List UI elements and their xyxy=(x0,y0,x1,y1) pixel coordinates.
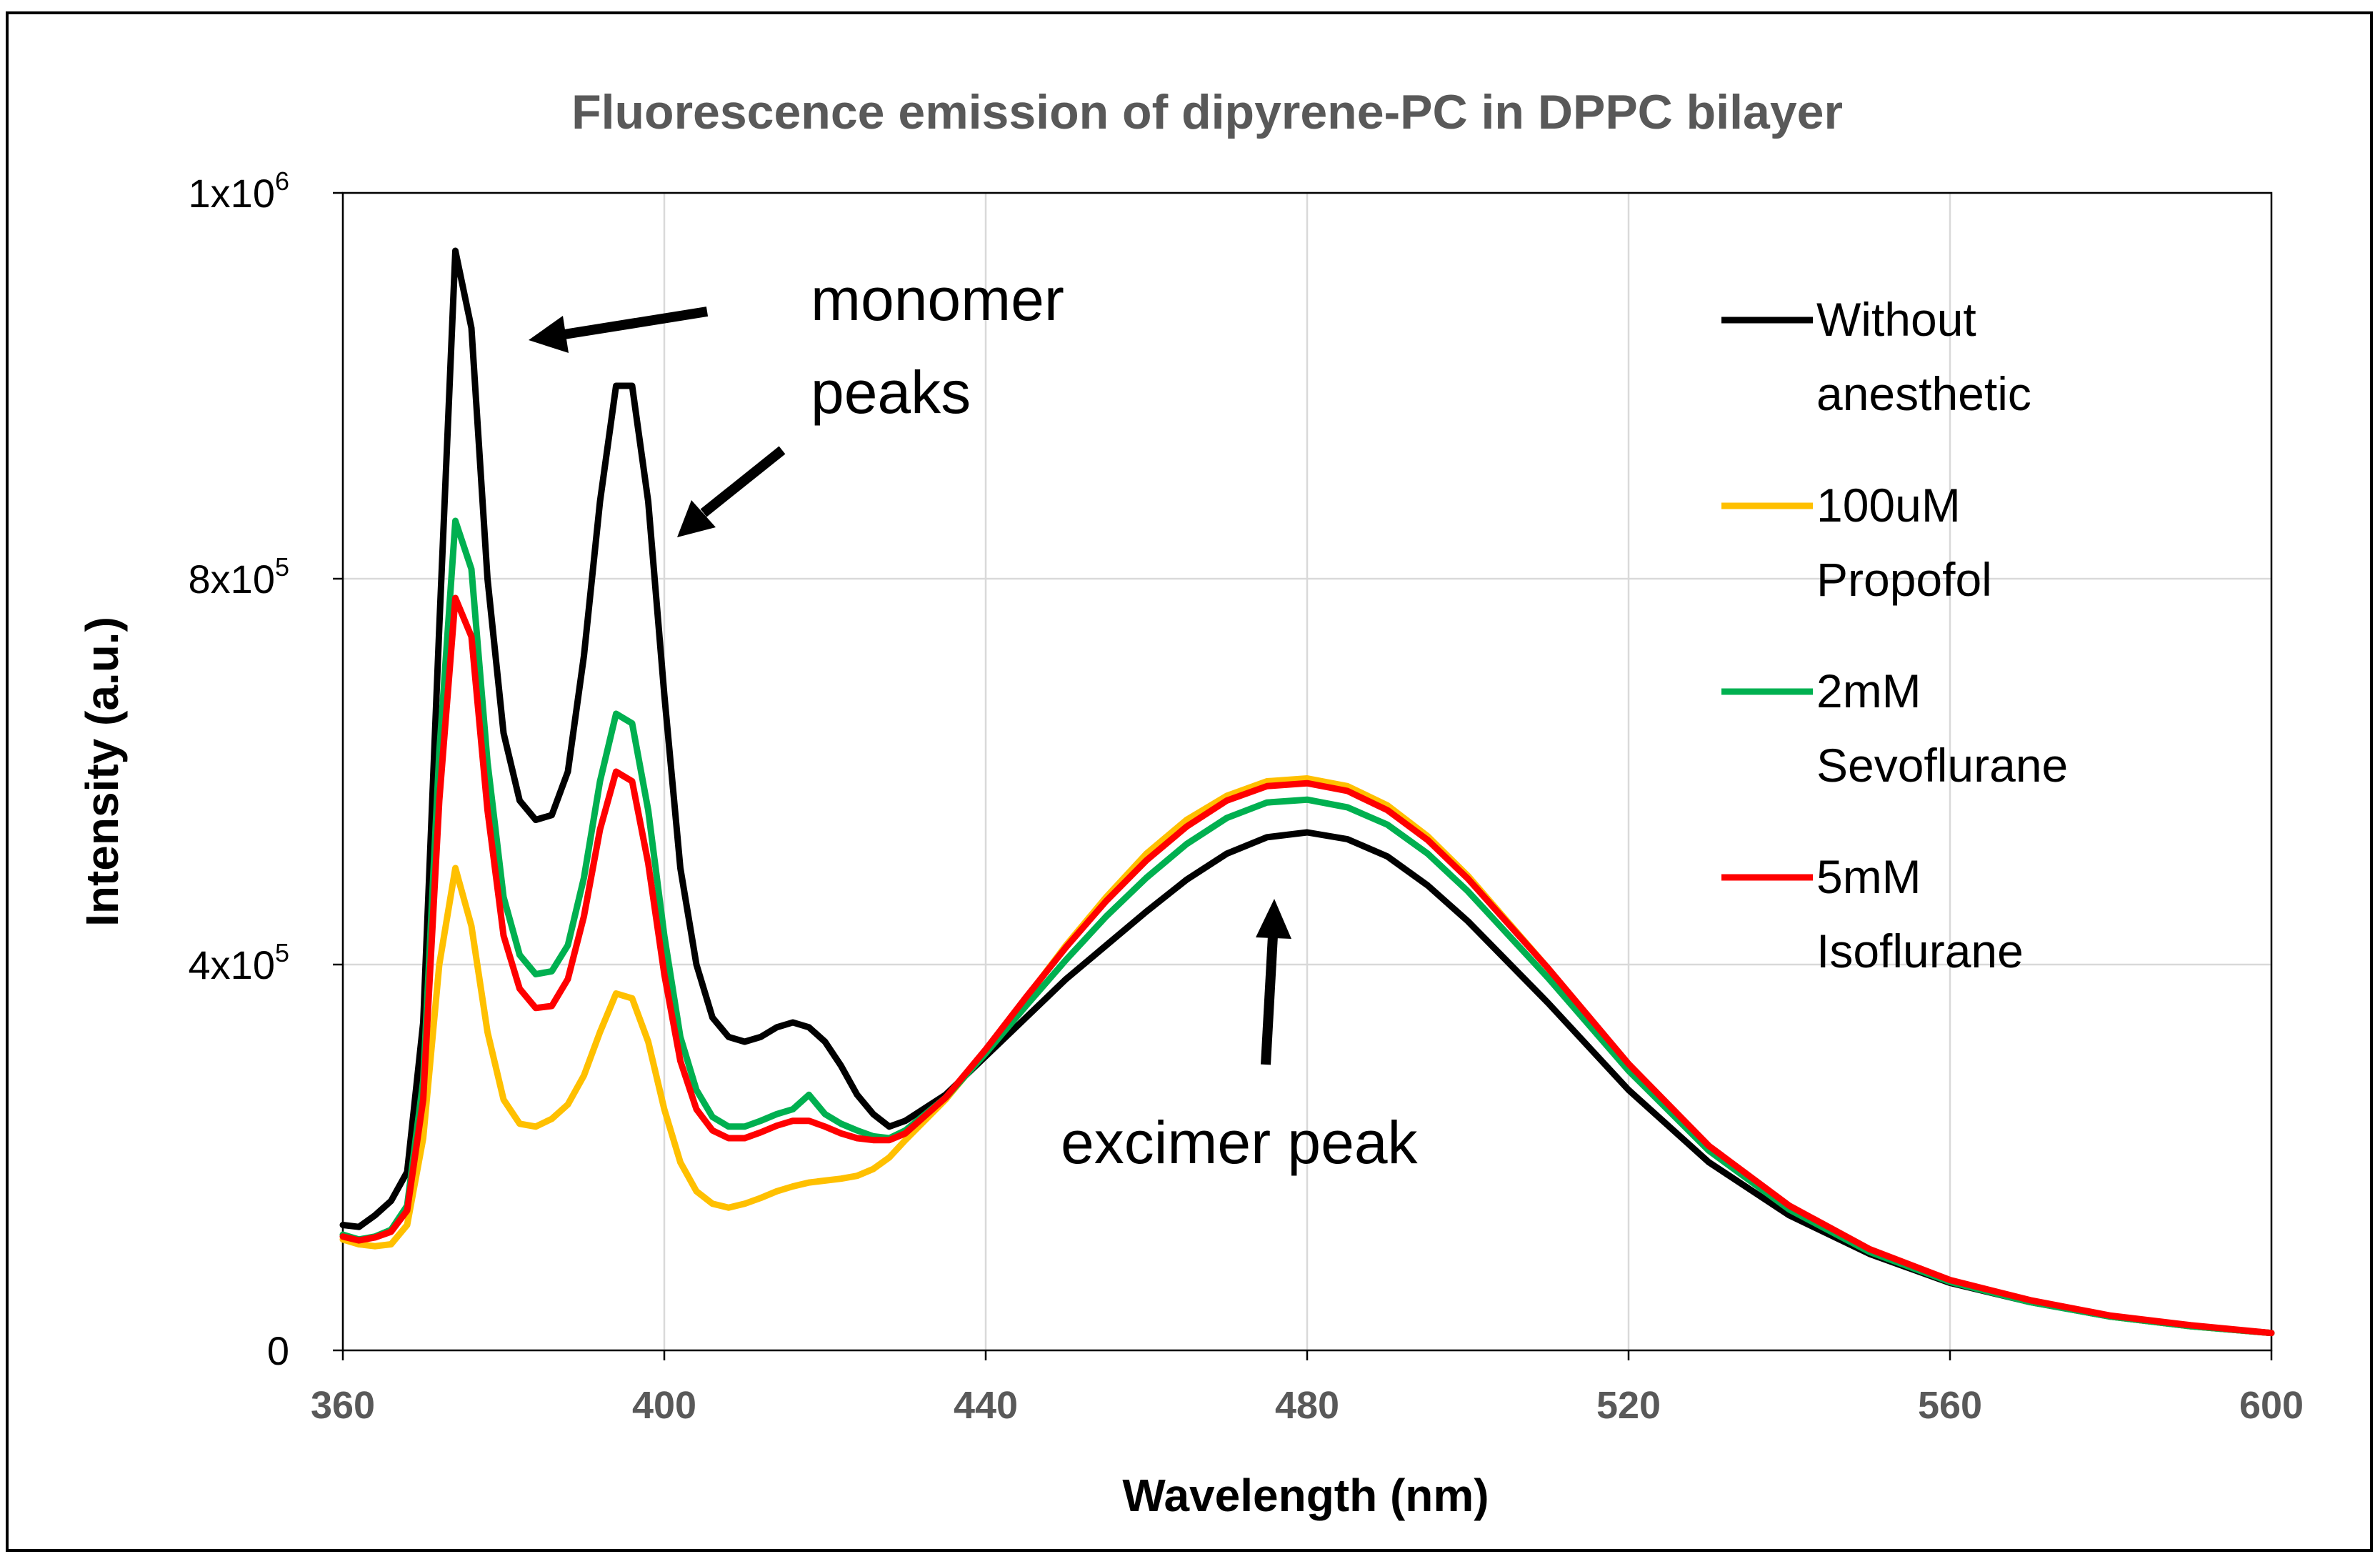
legend-label-line2: Isoflurane xyxy=(1816,925,2024,977)
monomer-arrow-2 xyxy=(700,446,786,517)
x-axis-label: Wavelength (nm) xyxy=(1122,1470,1489,1521)
x-axis: 360 400 440 480 520 560 600 xyxy=(311,1350,2304,1427)
monomer-arrow-1 xyxy=(563,307,709,339)
monomer-arrow-2-head xyxy=(677,500,716,537)
monomer-label-line1: monomer xyxy=(811,266,1064,333)
x-tick-label: 480 xyxy=(1275,1384,1339,1427)
x-tick-label: 360 xyxy=(311,1384,375,1427)
monomer-label-line2: peaks xyxy=(811,359,971,426)
chart-title: Fluorescence emission of dipyrene-PC in … xyxy=(571,85,1843,139)
legend-item: 100uM Propofol xyxy=(1721,479,1992,606)
x-tick-label: 520 xyxy=(1596,1384,1661,1427)
legend-label-line1: 5mM xyxy=(1816,850,1921,903)
legend-item: 2mM Sevoflurane xyxy=(1721,664,2068,792)
y-tick-label: 8x105 xyxy=(189,552,289,602)
series-line xyxy=(339,594,2275,1337)
legend-label-line1: 2mM xyxy=(1816,664,1921,717)
legend-item: 5mM Isoflurane xyxy=(1721,850,2024,977)
annotations: monomer peaks excimer peak xyxy=(529,266,1419,1176)
y-axis-label: Intensity (a.u.) xyxy=(76,617,128,927)
legend-label-line2: Propofol xyxy=(1816,553,1992,606)
legend-item: Without anesthetic xyxy=(1721,293,2031,420)
monomer-arrow-1-head xyxy=(529,316,569,353)
y-axis: 0 4x105 8x105 1x106 xyxy=(189,166,343,1373)
series-lines xyxy=(339,247,2275,1337)
x-tick-label: 560 xyxy=(1918,1384,1982,1427)
legend-label-line2: Sevoflurane xyxy=(1816,739,2068,792)
series-line xyxy=(339,517,2275,1337)
y-tick-label: 0 xyxy=(267,1328,289,1373)
legend-label-line1: 100uM xyxy=(1816,479,1961,532)
x-tick-label: 440 xyxy=(954,1384,1018,1427)
series-line xyxy=(339,247,2275,1337)
excimer-arrow-head xyxy=(1256,899,1291,939)
excimer-label: excimer peak xyxy=(1061,1109,1419,1176)
x-tick-label: 400 xyxy=(632,1384,696,1427)
y-tick-label: 1x106 xyxy=(189,166,289,216)
excimer-arrow xyxy=(1261,935,1278,1065)
chart-frame xyxy=(6,11,2373,1552)
x-tick-label: 600 xyxy=(2239,1384,2304,1427)
legend: Without anesthetic 100uM Propofol 2mM Se… xyxy=(1721,293,2068,977)
legend-label-line1: Without xyxy=(1816,293,1976,346)
legend-label-line2: anesthetic xyxy=(1816,367,2031,420)
y-tick-label: 4x105 xyxy=(189,938,289,987)
